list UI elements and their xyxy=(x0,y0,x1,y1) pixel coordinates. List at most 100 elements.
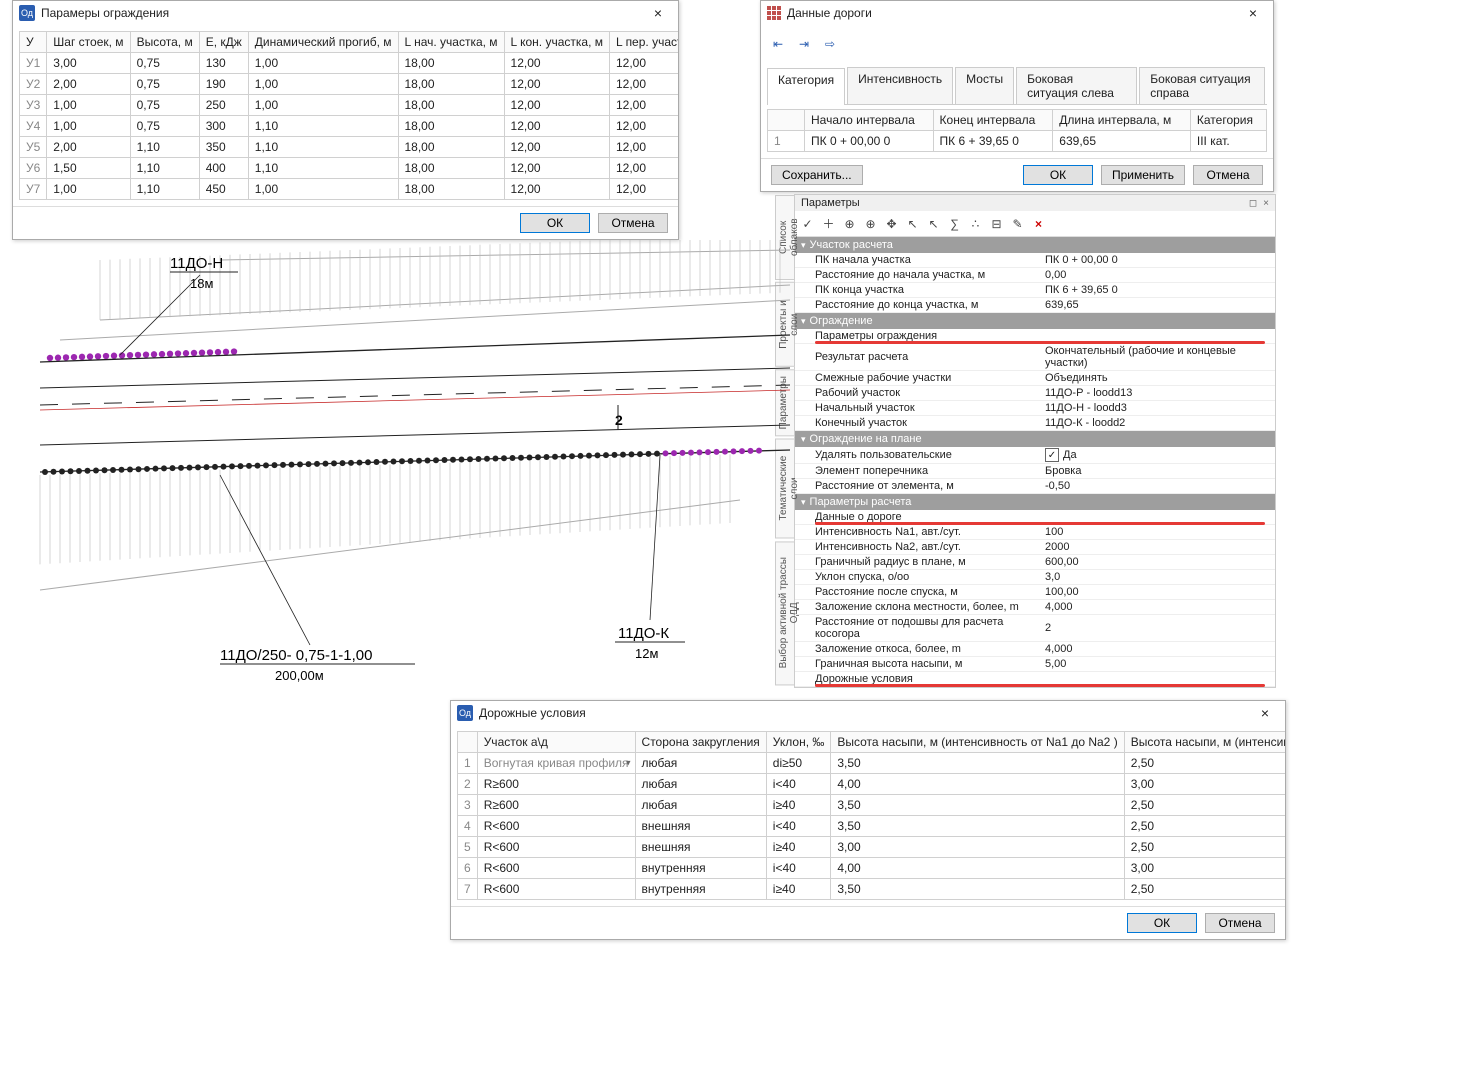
road-titlebar[interactable]: Данные дороги × xyxy=(761,1,1273,25)
split-icon[interactable]: ⊟ xyxy=(988,215,1005,232)
prop-row[interactable]: Расстояние от подошвы для расчета косого… xyxy=(795,615,1275,642)
table-row[interactable]: 5R<600внешняяi≥403,002,50 xyxy=(458,837,1286,858)
table-row[interactable]: 1Вогнутая кривая профилялюбаяdi≥503,502,… xyxy=(458,753,1286,774)
label-right-dist: 12м xyxy=(635,646,658,661)
prop-row[interactable]: ПК конца участкаПК 6 + 39,65 0 xyxy=(795,283,1275,298)
cancel-button[interactable]: Отмена xyxy=(1205,913,1275,933)
col-header[interactable]: Участок а\д xyxy=(477,732,635,753)
table-row[interactable]: У22,000,751901,0018,0012,0012,00 xyxy=(20,74,679,95)
col-header[interactable]: Категория xyxy=(1190,110,1266,131)
cancel-button[interactable]: Отмена xyxy=(1193,165,1263,185)
insert-left-icon[interactable]: ⇤ xyxy=(769,35,787,53)
prop-row[interactable]: Конечный участок11ДО-К - loodd2 xyxy=(795,416,1275,431)
prop-row[interactable]: Расстояние от элемента, м-0,50 xyxy=(795,479,1275,494)
prop-row[interactable]: Уклон спуска, о/оо3,0 xyxy=(795,570,1275,585)
col-header[interactable]: У xyxy=(20,32,47,53)
tab-4[interactable]: Боковая ситуация справа xyxy=(1139,67,1265,104)
close-icon[interactable]: × xyxy=(1239,5,1267,21)
delete-icon[interactable]: × xyxy=(1030,215,1047,232)
circle-plus-icon[interactable]: ⊕ xyxy=(841,215,858,232)
prop-row[interactable]: Параметры ограждения xyxy=(795,329,1275,344)
prop-row[interactable]: Граничный радиус в плане, м600,00 xyxy=(795,555,1275,570)
ok-button[interactable]: ОК xyxy=(1127,913,1197,933)
ok-button[interactable]: ОК xyxy=(1023,165,1093,185)
col-header[interactable] xyxy=(458,732,478,753)
filter-icon[interactable]: ∑ xyxy=(946,215,963,232)
table-row[interactable]: У52,001,103501,1018,0012,0012,00 xyxy=(20,137,679,158)
table-row[interactable]: У41,000,753001,1018,0012,0012,00 xyxy=(20,116,679,137)
tab-1[interactable]: Интенсивность xyxy=(847,67,953,104)
arrow-icon[interactable]: ↖ xyxy=(904,215,921,232)
col-header[interactable]: Шаг стоек, м xyxy=(47,32,130,53)
close-icon[interactable]: × xyxy=(1263,198,1269,209)
table-row[interactable]: 7R<600внутренняяi≥403,502,50 xyxy=(458,879,1286,900)
move-icon[interactable]: ✥ xyxy=(883,215,900,232)
col-header[interactable]: Сторона закругления xyxy=(635,732,766,753)
apply-button[interactable]: Применить xyxy=(1101,165,1185,185)
prop-row[interactable]: Данные о дороге xyxy=(795,510,1275,525)
circle-plus-icon[interactable]: ⊕ xyxy=(862,215,879,232)
col-header[interactable]: Начало интервала xyxy=(805,110,934,131)
ok-button[interactable]: ОК xyxy=(520,213,590,233)
prop-row[interactable]: Удалять пользовательские✓Да xyxy=(795,447,1275,464)
table-row[interactable]: 6R<600внутренняяi<404,003,00 xyxy=(458,858,1286,879)
prop-row[interactable]: Заложение откоса, более, m4,000 xyxy=(795,642,1275,657)
tab-2[interactable]: Мосты xyxy=(955,67,1014,104)
col-header[interactable]: Е, кДж xyxy=(199,32,248,53)
col-header[interactable]: L пер. участка, м xyxy=(610,32,679,53)
prop-group-header[interactable]: Участок расчета xyxy=(795,237,1275,253)
col-header[interactable]: L кон. участка, м xyxy=(504,32,609,53)
table-row[interactable]: 3R≥600любаяi≥403,502,50 xyxy=(458,795,1286,816)
prop-row[interactable]: Интенсивность Na2, авт./сут.2000 xyxy=(795,540,1275,555)
table-row[interactable]: У61,501,104001,1018,0012,0012,00 xyxy=(20,158,679,179)
prop-group-header[interactable]: Ограждение xyxy=(795,313,1275,329)
prop-row[interactable]: Граничная высота насыпи, м5,00 xyxy=(795,657,1275,672)
node-icon[interactable]: ∴ xyxy=(967,215,984,232)
col-header[interactable]: Длина интервала, м xyxy=(1053,110,1191,131)
col-header[interactable]: Конец интервала xyxy=(933,110,1053,131)
prop-row[interactable]: Дорожные условия xyxy=(795,672,1275,687)
col-header[interactable]: L нач. участка, м xyxy=(398,32,504,53)
cond-titlebar[interactable]: Од Дорожные условия × xyxy=(451,701,1285,725)
table-row[interactable]: У13,000,751301,0018,0012,0012,00 xyxy=(20,53,679,74)
pin-icon[interactable]: ◻ xyxy=(1249,198,1257,209)
check-icon[interactable]: ✓ xyxy=(799,215,816,232)
cancel-button[interactable]: Отмена xyxy=(598,213,668,233)
prop-row[interactable]: Смежные рабочие участкиОбъединять xyxy=(795,371,1275,386)
table-row[interactable]: 2R≥600любаяi<404,003,00 xyxy=(458,774,1286,795)
plus-icon[interactable]: ＋ xyxy=(820,215,837,232)
tab-3[interactable]: Боковая ситуация слева xyxy=(1016,67,1137,104)
arrow-icon[interactable]: ↖ xyxy=(925,215,942,232)
close-icon[interactable]: × xyxy=(1251,705,1279,721)
prop-group-header[interactable]: Параметры расчета xyxy=(795,494,1275,510)
prop-row[interactable]: Элемент поперечникаБровка xyxy=(795,464,1275,479)
col-header[interactable]: Высота, м xyxy=(130,32,199,53)
table-row[interactable]: У31,000,752501,0018,0012,0012,00 xyxy=(20,95,679,116)
prop-row[interactable]: ПК начала участкаПК 0 + 00,00 0 xyxy=(795,253,1275,268)
prop-row[interactable]: Результат расчетаОкончательный (рабочие … xyxy=(795,344,1275,371)
col-header[interactable]: Динамический прогиб, м xyxy=(248,32,398,53)
prop-row[interactable]: Расстояние до начала участка, м0,00 xyxy=(795,268,1275,283)
prop-row[interactable]: Расстояние после спуска, м100,00 xyxy=(795,585,1275,600)
prop-group-header[interactable]: Ограждение на плане xyxy=(795,431,1275,447)
delete-row-icon[interactable]: ⇨ xyxy=(821,35,839,53)
prop-row[interactable]: Начальный участок11ДО-Н - loodd3 xyxy=(795,401,1275,416)
close-icon[interactable]: × xyxy=(644,5,672,21)
col-header[interactable]: Высота насыпи, м (интенсивность от Na2) xyxy=(1124,732,1285,753)
table-row[interactable]: У71,001,104501,0018,0012,0012,00 xyxy=(20,179,679,200)
fence-titlebar[interactable]: Од Парамеры ограждения × xyxy=(13,1,678,25)
col-header[interactable]: Уклон, ‰ xyxy=(766,732,831,753)
params-panel-title[interactable]: Параметры ◻ × xyxy=(795,195,1275,211)
col-header[interactable]: Высота насыпи, м (интенсивность от Na1 д… xyxy=(831,732,1124,753)
prop-row[interactable]: Интенсивность Na1, авт./сут.100 xyxy=(795,525,1275,540)
insert-right-icon[interactable]: ⇥ xyxy=(795,35,813,53)
prop-row[interactable]: Рабочий участок11ДО-Р - loodd13 xyxy=(795,386,1275,401)
road-data-dialog: Данные дороги × ⇤ ⇥ ⇨ КатегорияИнтенсивн… xyxy=(760,0,1274,192)
save-button[interactable]: Сохранить... xyxy=(771,165,863,185)
table-row[interactable]: 4R<600внешняяi<403,502,50 xyxy=(458,816,1286,837)
prop-row[interactable]: Расстояние до конца участка, м639,65 xyxy=(795,298,1275,313)
tab-0[interactable]: Категория xyxy=(767,68,845,105)
prop-row[interactable]: Заложение склона местности, более, m4,00… xyxy=(795,600,1275,615)
road-title: Данные дороги xyxy=(787,6,872,20)
picker-icon[interactable]: ✎ xyxy=(1009,215,1026,232)
